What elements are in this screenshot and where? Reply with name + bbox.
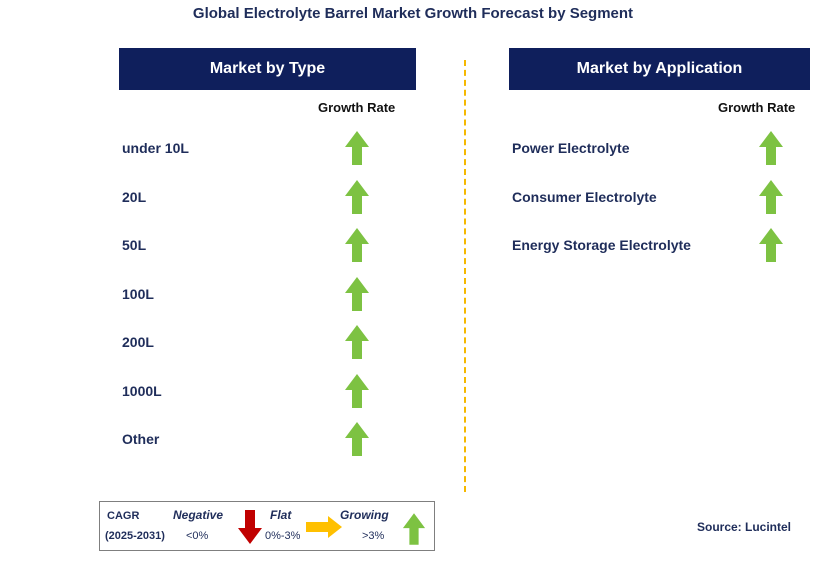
down-arrow-icon <box>238 510 262 544</box>
legend-growing-range: >3% <box>362 530 385 542</box>
right-arrow-icon <box>306 516 342 538</box>
legend-flat-range: 0%-3% <box>265 530 301 542</box>
legend-cagr-label: CAGR <box>107 510 140 522</box>
segment-label: under 10L <box>122 140 189 156</box>
up-arrow-icon <box>344 228 370 262</box>
legend-flat-label: Flat <box>270 508 292 522</box>
up-arrow-icon <box>402 513 426 545</box>
application-panel-header: Market by Application <box>509 48 810 90</box>
application-growth-rate-label: Growth Rate <box>718 100 796 115</box>
segment-label: Power Electrolyte <box>512 140 630 156</box>
segment-label: Consumer Electrolyte <box>512 188 657 205</box>
type-growth-rate-label: Growth Rate <box>318 100 396 115</box>
segment-label: 1000L <box>122 382 162 399</box>
segment-label: 50L <box>122 237 147 253</box>
up-arrow-icon <box>344 422 370 456</box>
up-arrow-icon <box>344 179 370 214</box>
segment-label: 200L <box>122 334 154 350</box>
up-arrow-icon <box>344 131 370 165</box>
up-arrow-icon <box>344 373 370 408</box>
segment-label: 100L <box>122 285 154 302</box>
legend-negative-label: Negative <box>173 508 224 522</box>
segment-label: 20L <box>122 188 147 205</box>
panel-divider <box>464 60 466 492</box>
up-arrow-icon <box>758 131 784 165</box>
segment-label: Other <box>122 431 160 447</box>
up-arrow-icon <box>758 228 784 262</box>
segment-label: Energy Storage Electrolyte <box>512 237 691 253</box>
up-arrow-icon <box>344 276 370 311</box>
up-arrow-icon <box>344 325 370 359</box>
up-arrow-icon <box>758 179 784 214</box>
cagr-legend: CAGR (2025-2031) Negative <0% Flat 0%-3%… <box>99 501 435 551</box>
legend-growing-label: Growing <box>340 508 389 522</box>
type-panel-header: Market by Type <box>119 48 416 90</box>
legend-period: (2025-2031) <box>105 530 165 542</box>
legend-negative-range: <0% <box>186 530 209 542</box>
source-note: Source: Lucintel <box>697 520 792 534</box>
page-title: Global Electrolyte Barrel Market Growth … <box>192 5 634 22</box>
